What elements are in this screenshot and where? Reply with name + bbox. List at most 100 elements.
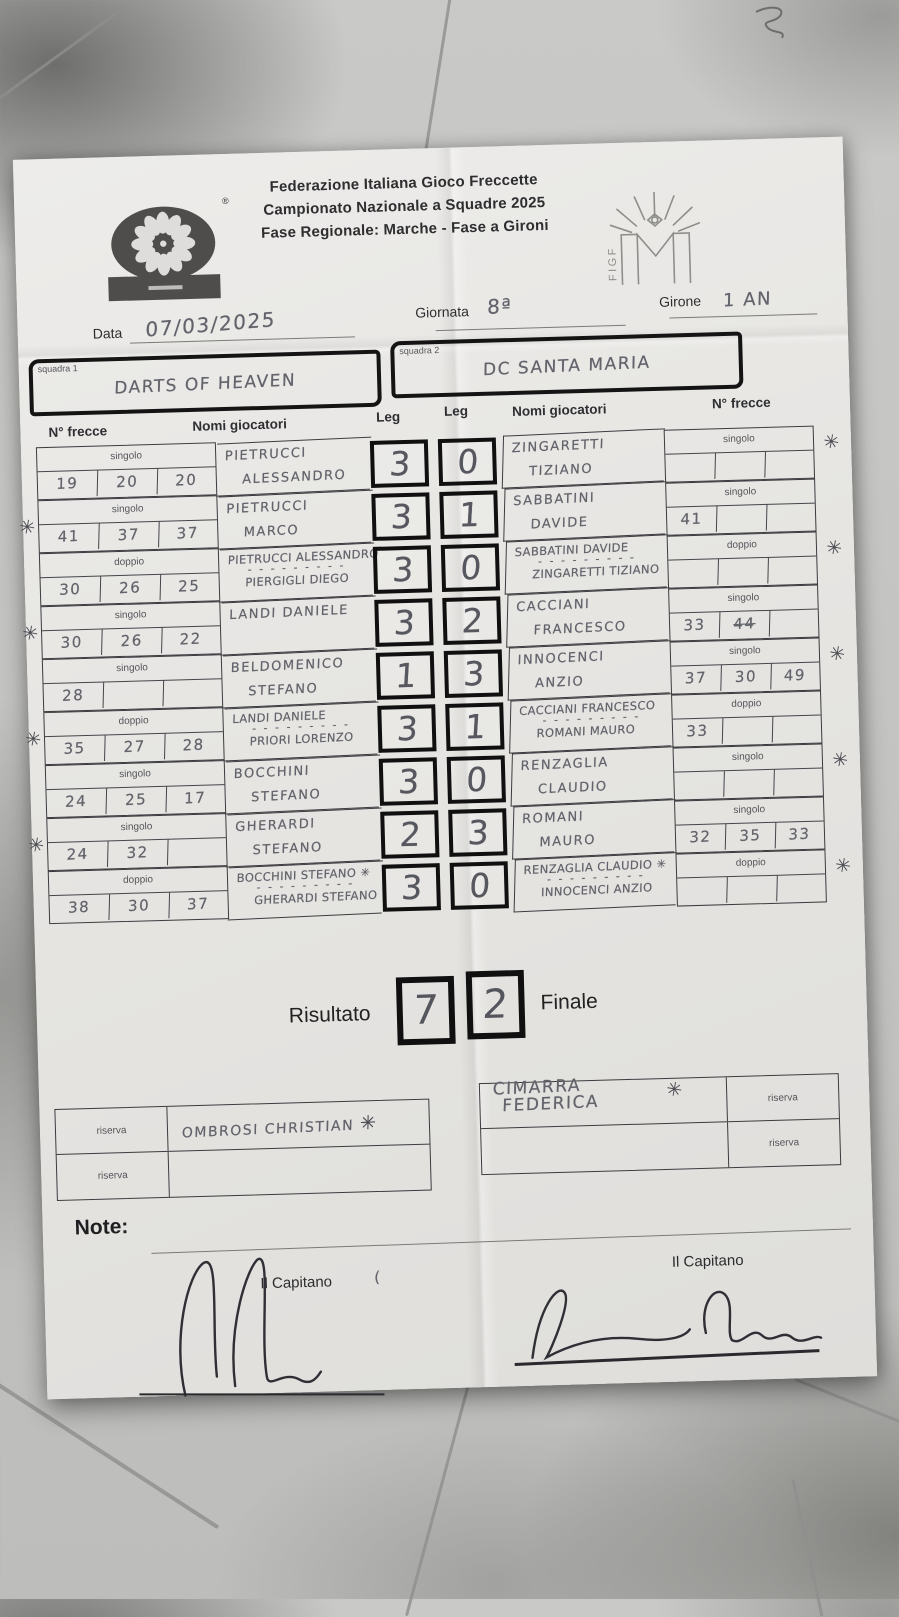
player-name-home: BELDOMENICO STEFANO xyxy=(221,648,378,709)
leg-score-home: 3 xyxy=(372,545,433,594)
frecce-cell-home: singolo 24 32 xyxy=(46,813,228,872)
tile-grout-line xyxy=(422,0,453,166)
frecce-cell-home: doppio 30 26 25 xyxy=(38,548,221,607)
frecce-value: 33 xyxy=(672,717,724,747)
frecce-value: 24 xyxy=(47,840,109,870)
leg-score-away: 1 xyxy=(445,702,505,751)
frecce-cell-away: singolo 41 xyxy=(665,478,817,536)
margin-asterisk-left: ✳ xyxy=(23,728,43,752)
frecce-value: 37 xyxy=(98,521,160,551)
reserve-name: OMBROSI CHRISTIAN xyxy=(181,1117,355,1142)
riserva-label: riserva xyxy=(725,1074,839,1122)
frecce-value: 25 xyxy=(178,576,201,596)
leg-value: 3 xyxy=(466,812,490,853)
frecce-value xyxy=(716,504,767,533)
frecce-header-right: N° frecce xyxy=(711,394,771,412)
frecce-value xyxy=(766,503,815,531)
leg-score-away: 0 xyxy=(440,543,501,593)
result-away-value: 2 xyxy=(481,981,510,1029)
risultato-label: Risultato xyxy=(288,1002,371,1028)
margin-asterisk-right: ✳ xyxy=(827,642,847,667)
player-name-away: INNOCENCI ANZIO xyxy=(507,640,671,701)
frecce-value: 41 xyxy=(666,505,718,535)
girone-value: 1 AN xyxy=(722,288,773,312)
frecce-value: 37 xyxy=(671,664,722,694)
figf-marche-logo: FIGF xyxy=(606,191,701,285)
frecce-value: 26 xyxy=(101,627,163,657)
result-home-box: 7 xyxy=(395,975,456,1046)
pair-names-home: BOCCHINI STEFANO ✳ - - - - - - - - - GHERA… xyxy=(227,860,384,921)
leg-score-away: 0 xyxy=(437,437,498,487)
note-label: Note: xyxy=(74,1215,129,1240)
leg-score-away: 3 xyxy=(448,808,508,857)
dartboard-logo xyxy=(108,206,221,302)
frecce-value xyxy=(769,609,818,637)
frecce-value: 37 xyxy=(187,894,210,914)
frecce-value: 30 xyxy=(40,576,101,605)
frecce-value xyxy=(722,716,773,745)
margin-asterisk-right: ✳ xyxy=(821,430,841,455)
reserve-player-away xyxy=(481,1116,728,1176)
player-name-away: SABBATINI DAVIDE xyxy=(503,481,667,542)
result-home-value: 7 xyxy=(411,987,440,1035)
margin-asterisk-left: ✳ xyxy=(20,622,40,646)
frecce-value: 20 xyxy=(97,468,158,498)
riserva-label: riserva xyxy=(727,1119,841,1168)
frecce-value: 32 xyxy=(675,823,727,853)
frecce-cell-home: singolo 24 25 17 xyxy=(44,760,227,819)
frecce-value xyxy=(674,770,725,800)
reserve-row: riserva xyxy=(56,1145,431,1200)
girone-underline xyxy=(669,313,818,319)
frecce-value xyxy=(726,875,778,904)
giornata-label: Giornata xyxy=(415,303,470,321)
leg-header-left: Leg xyxy=(375,409,401,425)
player-name-away: ROMANI MAURO xyxy=(512,799,676,860)
squadra2-label: squadra 2 xyxy=(399,344,440,357)
leg-score-home: 3 xyxy=(371,492,431,541)
leg-score-away: 2 xyxy=(442,596,502,645)
leg-value: 1 xyxy=(457,494,481,535)
frecce-cell-away: singolo xyxy=(672,743,824,801)
leg-score-home: 1 xyxy=(375,651,436,700)
leg-value: 2 xyxy=(398,814,422,855)
player-name-away: ZINGARETTI TIZIANO xyxy=(501,428,666,489)
frecce-value: 27 xyxy=(104,733,165,763)
leg-score-home: 3 xyxy=(369,439,430,488)
leg-score-home: 3 xyxy=(381,863,441,912)
frecce-value xyxy=(665,452,716,482)
margin-asterisk-left: ✳ xyxy=(17,516,37,540)
leg-value: 0 xyxy=(464,759,488,800)
nomi-header-left: Nomi giocatori xyxy=(192,416,288,434)
leg-value: 3 xyxy=(461,653,486,694)
frecce-value xyxy=(677,876,728,906)
pair-names-away: SABBATINI DAVIDE - - - - - - - - - ZINGARE… xyxy=(504,534,669,595)
frecce-value: 33 xyxy=(669,611,721,641)
frecce-value: 26 xyxy=(100,574,161,604)
reserve-asterisk: ✳ xyxy=(359,1111,378,1135)
frecce-value xyxy=(715,451,766,480)
data-value: 07/03/2025 xyxy=(145,307,277,342)
frecce-cell-away: singolo 37 30 49 xyxy=(669,637,821,695)
leg-value: 0 xyxy=(467,865,491,906)
frecce-value: 20 xyxy=(175,470,198,490)
frecce-value: 32 xyxy=(107,839,168,868)
leg-score-home: 3 xyxy=(378,757,439,806)
frecce-value xyxy=(163,679,222,708)
leg-value: 3 xyxy=(396,761,421,802)
leg-score-away: 3 xyxy=(443,649,504,698)
leg-score-away: 0 xyxy=(446,755,506,804)
frecce-value: 35 xyxy=(725,822,776,851)
giornata-value: 8ª xyxy=(486,293,513,319)
reserves-away-table: CIMARRA FEDERICA ✳ riserva riserva xyxy=(478,1073,842,1176)
riserva-label: riserva xyxy=(55,1106,169,1154)
frecce-value: 49 xyxy=(783,665,807,685)
squadra1-label: squadra 1 xyxy=(37,363,78,375)
leg-score-away: 0 xyxy=(449,861,509,910)
frecce-cell-away: doppio 33 xyxy=(671,690,823,748)
pair-names-home: PIETRUCCI ALESSANDRO - - - - - - - - - PIE… xyxy=(218,542,379,603)
nomi-header-right: Nomi giocatori xyxy=(511,401,607,419)
frecce-value: 25 xyxy=(106,786,167,815)
data-label: Data xyxy=(92,324,123,342)
tile-grout-line xyxy=(404,1383,471,1617)
leg-value: 3 xyxy=(395,708,419,749)
